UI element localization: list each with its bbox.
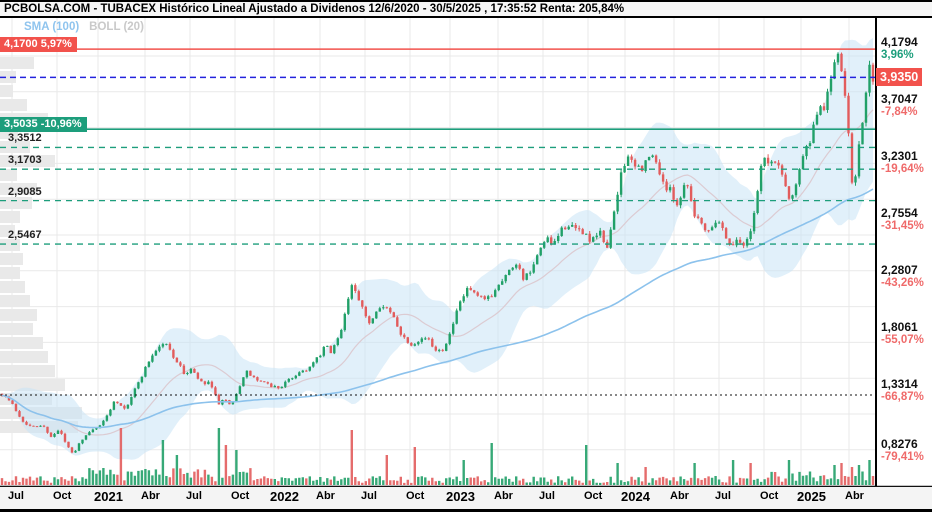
volume-profile-bar <box>0 309 37 321</box>
x-tick-abr-7: Abr <box>316 490 335 502</box>
support-badge[interactable]: 3,5035 -10,96% <box>0 117 87 133</box>
volume-profile-bar <box>0 225 15 237</box>
x-tick-abr-19: Abr <box>845 490 864 502</box>
bollinger-band <box>2 37 873 460</box>
x-tick-oct-5: Oct <box>231 490 250 502</box>
sma-line <box>1 188 874 429</box>
resistance-badge[interactable]: 4,1700 5,97% <box>0 37 77 53</box>
volume-profile-bar <box>0 239 20 251</box>
legend-item-0[interactable]: SMA (100) <box>24 21 80 33</box>
x-tick-jul-4: Jul <box>186 490 202 502</box>
bollinger-mid-line <box>1 109 874 436</box>
volume-profile-bar <box>0 379 65 391</box>
x-tick-oct-13: Oct <box>584 490 603 502</box>
x-tick-jul-0: Jul <box>8 490 24 502</box>
x-tick-jul-12: Jul <box>539 490 555 502</box>
price-axis-panel <box>875 18 932 487</box>
volume-profile-bar <box>0 183 37 195</box>
x-tick-jul-16: Jul <box>715 490 731 502</box>
volume-profile-bar <box>0 365 55 377</box>
legend-item-1[interactable]: BOLL (20) <box>89 21 144 33</box>
x-tick-oct-1: Oct <box>53 490 72 502</box>
volume-profile-bar <box>0 267 20 279</box>
x-tick-oct-9: Oct <box>406 490 425 502</box>
x-tick-2024-14: 2024 <box>621 489 650 504</box>
x-tick-oct-17: Oct <box>760 490 779 502</box>
volume-profile-bar <box>0 337 43 349</box>
x-tick-abr-15: Abr <box>670 490 689 502</box>
x-tick-2022-6: 2022 <box>270 489 299 504</box>
x-tick-abr-3: Abr <box>141 490 160 502</box>
x-tick-jul-8: Jul <box>361 490 377 502</box>
chart-title: PCBOLSA.COM - TUBACEX Histórico Lineal A… <box>0 0 932 18</box>
volume-profile-bar <box>0 85 13 97</box>
x-tick-2021-2: 2021 <box>94 489 123 504</box>
time-axis[interactable]: Jul Oct 2021 Abr Jul Oct 2022 Abr Jul Oct 2023 Abr J… <box>0 487 932 512</box>
x-tick-abr-11: Abr <box>494 490 513 502</box>
volume-profile-bar <box>0 155 55 167</box>
volume-profile-bar <box>0 323 33 335</box>
last-price-badge[interactable]: 3,9350 <box>876 68 923 87</box>
volume-profile-bar <box>0 351 48 363</box>
volume-profile-bar <box>0 295 30 307</box>
indicator-legend[interactable]: SMA (100) BOLL (20) <box>24 21 154 33</box>
volume-profile-bar <box>0 57 34 69</box>
volume-profile-bar <box>0 169 17 181</box>
x-tick-2023-10: 2023 <box>446 489 475 504</box>
volume-profile-bar <box>0 99 27 111</box>
volume-profile-bar <box>0 211 20 223</box>
x-tick-2025-18: 2025 <box>797 489 826 504</box>
